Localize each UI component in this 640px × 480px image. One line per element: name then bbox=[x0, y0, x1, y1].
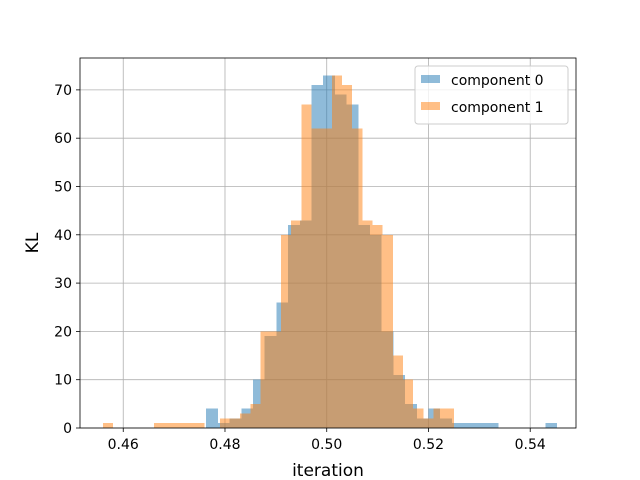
x-tick-label: 0.52 bbox=[413, 437, 444, 453]
histogram-bar bbox=[382, 234, 393, 428]
histogram-bar bbox=[362, 220, 373, 428]
x-tick-label: 0.46 bbox=[108, 437, 139, 453]
histogram-bar bbox=[163, 423, 175, 428]
histogram-bar bbox=[352, 128, 363, 428]
histogram-bars bbox=[102, 75, 558, 429]
x-tick-label: 0.50 bbox=[311, 437, 342, 453]
legend-swatch-component-1 bbox=[421, 102, 440, 110]
y-tick-label: 0 bbox=[63, 421, 72, 437]
histogram-bar bbox=[392, 355, 404, 428]
histogram-bar bbox=[463, 423, 476, 428]
histogram-bar bbox=[230, 418, 241, 428]
histogram-bar bbox=[194, 423, 205, 428]
histogram-bar bbox=[174, 423, 185, 428]
histogram-bar bbox=[219, 418, 231, 428]
y-axis-label: KL bbox=[23, 232, 43, 253]
x-tick-label: 0.48 bbox=[209, 437, 240, 453]
histogram-bar bbox=[451, 423, 464, 428]
histogram-bar bbox=[331, 75, 342, 428]
histogram-bar bbox=[250, 403, 261, 428]
y-tick-label: 40 bbox=[54, 228, 72, 244]
histogram-bar bbox=[321, 128, 332, 428]
legend-box bbox=[414, 65, 569, 125]
histogram-bar bbox=[545, 423, 558, 428]
histogram-bar bbox=[372, 225, 383, 428]
y-tick-label: 50 bbox=[54, 179, 72, 195]
histogram-bar bbox=[433, 408, 444, 428]
histogram-bar bbox=[341, 85, 353, 428]
y-tick-label: 60 bbox=[54, 131, 72, 147]
legend: component 0 component 1 bbox=[414, 65, 569, 125]
histogram-bar bbox=[153, 423, 164, 428]
histogram-bar bbox=[260, 331, 271, 428]
series-1-bars bbox=[102, 75, 454, 428]
axis-ticks: 0.46 0.48 0.50 0.52 0.54 0 10 20 30 40 50 60 70 bbox=[54, 83, 546, 453]
histogram-bar bbox=[301, 104, 312, 428]
histogram-bar bbox=[311, 128, 322, 428]
histogram-bar bbox=[102, 423, 114, 428]
x-axis-label: iteration bbox=[292, 461, 364, 480]
histogram-bar bbox=[270, 331, 281, 428]
y-tick-label: 70 bbox=[54, 83, 72, 99]
histogram-bar bbox=[443, 408, 454, 428]
y-tick-label: 10 bbox=[54, 373, 72, 389]
legend-swatch-component-0 bbox=[421, 75, 440, 83]
legend-label-component-0: component 0 bbox=[451, 73, 544, 89]
legend-label-component-1: component 1 bbox=[451, 100, 544, 116]
histogram-bar bbox=[291, 220, 302, 428]
histogram-bar bbox=[403, 379, 414, 428]
histogram-bar bbox=[206, 408, 218, 428]
histogram-bar bbox=[486, 423, 499, 428]
y-tick-label: 20 bbox=[54, 324, 72, 340]
y-tick-label: 30 bbox=[54, 276, 72, 292]
plot-frame bbox=[79, 57, 577, 429]
histogram-bar bbox=[184, 423, 195, 428]
histogram-bar bbox=[413, 408, 424, 428]
histogram-bar bbox=[240, 413, 251, 428]
histogram-bar bbox=[423, 418, 434, 428]
histogram-bar bbox=[280, 234, 292, 428]
x-tick-label: 0.54 bbox=[515, 437, 546, 453]
histogram-bar bbox=[475, 423, 487, 428]
